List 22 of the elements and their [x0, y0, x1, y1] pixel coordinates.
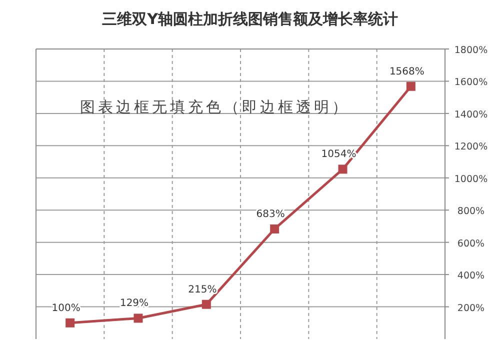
annotation: 图表边框无填充色（即边框透明）	[80, 98, 350, 116]
y-tick-label: 600%	[457, 238, 485, 250]
y-tick-label: 1000%	[454, 174, 488, 185]
y-tick-label: 200%	[457, 302, 485, 314]
y-tick-label: 1400%	[454, 109, 488, 120]
data-label: 129%	[120, 298, 149, 310]
data-label: 683%	[256, 208, 285, 220]
point	[338, 164, 348, 174]
data-label: 100%	[52, 302, 80, 314]
y-tick-label: 400%	[457, 270, 485, 282]
data-label: 1568%	[389, 66, 424, 78]
y-tick-label: 1800%	[454, 45, 488, 56]
y-tick-label: 1200%	[454, 142, 488, 153]
point	[270, 224, 280, 234]
point	[202, 300, 211, 309]
y-tick-label: 1600%	[454, 77, 488, 88]
point	[66, 318, 75, 328]
point	[406, 82, 416, 91]
chart-title: 三维双Y轴圆柱加折线图销售额及增长率统计	[102, 10, 398, 28]
data-label: 215%	[188, 284, 217, 296]
y-tick-label: 800%	[457, 206, 485, 218]
point	[134, 314, 143, 323]
